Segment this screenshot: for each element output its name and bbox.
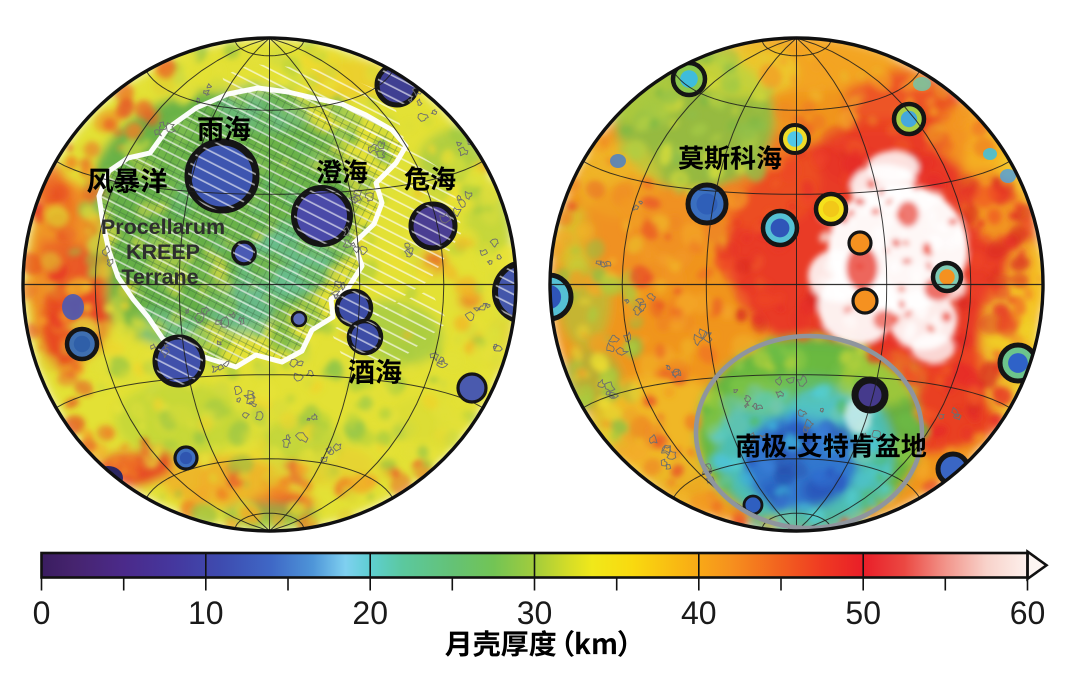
svg-text:30: 30 <box>517 595 553 631</box>
svg-text:0: 0 <box>33 595 51 631</box>
svg-text:20: 20 <box>352 595 388 631</box>
svg-text:50: 50 <box>845 595 881 631</box>
svg-text:KREEP: KREEP <box>126 240 200 264</box>
svg-text:40: 40 <box>681 595 717 631</box>
svg-text:Terrane: Terrane <box>121 265 198 289</box>
svg-text:10: 10 <box>188 595 224 631</box>
svg-text:60: 60 <box>1010 595 1046 631</box>
svg-text:Procellarum: Procellarum <box>101 215 225 239</box>
